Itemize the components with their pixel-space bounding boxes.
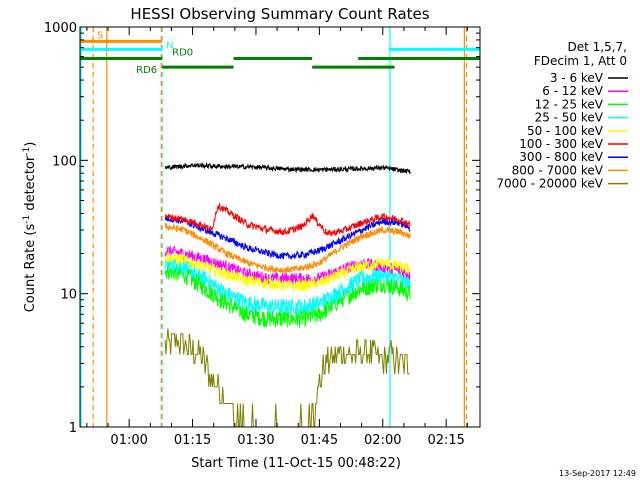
flag-label-s: S [97, 30, 103, 41]
legend-label-4: 50 - 100 keV [527, 124, 604, 138]
flag-label-rd0: RD0 [172, 48, 193, 59]
legend-label-2: 12 - 25 keV [535, 97, 604, 111]
y-axis-label-part3: ) [23, 142, 38, 147]
legend-label-5: 100 - 300 keV [519, 137, 603, 151]
y-tick-label-3: 1000 [44, 21, 77, 36]
x-axis: 01:00 01:15 01:30 01:45 02:00 02:15 [86, 27, 468, 448]
x-tick-label-3: 01:45 [301, 433, 338, 448]
chart-title: HESSI Observing Summary Count Rates [130, 5, 429, 23]
y-tick-label-0: 1 [69, 421, 77, 436]
y-tick-label-2: 100 [52, 154, 77, 169]
plot-area [79, 26, 481, 428]
flag-label-n: N [166, 40, 173, 51]
x-tick-label-1: 01:15 [174, 433, 211, 448]
y-axis-label: Count Rate (s-1 detector-1) [22, 142, 38, 313]
legend-label-6: 300 - 800 keV [519, 150, 603, 164]
series-line-0 [164, 161, 411, 174]
y-axis-label-sup1: -1 [22, 215, 32, 224]
x-tick-label-0: 01:00 [110, 433, 147, 448]
series-line-7 [164, 222, 411, 274]
flag-label-rd6: RD6 [136, 65, 157, 76]
legend-label-1: 6 - 12 keV [542, 84, 604, 98]
y-axis-label-part2: detector [23, 155, 38, 215]
y-tick-label-1: 10 [60, 288, 77, 303]
legend-header-line2: FDecim 1, Att 0 [534, 54, 627, 68]
x-axis-label: Start Time (11-Oct-15 00:48:22) [191, 456, 401, 471]
x-tick-label-2: 01:30 [237, 433, 274, 448]
x-tick-label-5: 02:15 [427, 433, 464, 448]
x-tick-label-4: 02:00 [364, 433, 401, 448]
y-axis-label-part1: Count Rate (s [23, 224, 38, 313]
legend-label-8: 7000 - 20000 keV [496, 177, 603, 191]
legend-label-3: 25 - 50 keV [535, 111, 604, 125]
series-line-8 [164, 328, 410, 427]
y-axis: 1 10 100 1000 [44, 21, 480, 436]
legend-label-7: 800 - 7000 keV [512, 163, 604, 177]
y-axis-label-sup2: -1 [22, 147, 32, 156]
legend-label-0: 3 - 6 keV [550, 71, 604, 85]
series-line-5 [164, 202, 411, 237]
event-marker-lines [80, 27, 468, 427]
flag-bars [80, 39, 480, 69]
series-group [164, 161, 411, 427]
plot-frame [79, 26, 481, 428]
series-line-4 [164, 252, 411, 292]
legend-header-line1: Det 1,5,7, [568, 40, 628, 54]
footer-timestamp: 13-Sep-2017 12:49 [559, 469, 636, 478]
series-line-3 [164, 255, 411, 315]
